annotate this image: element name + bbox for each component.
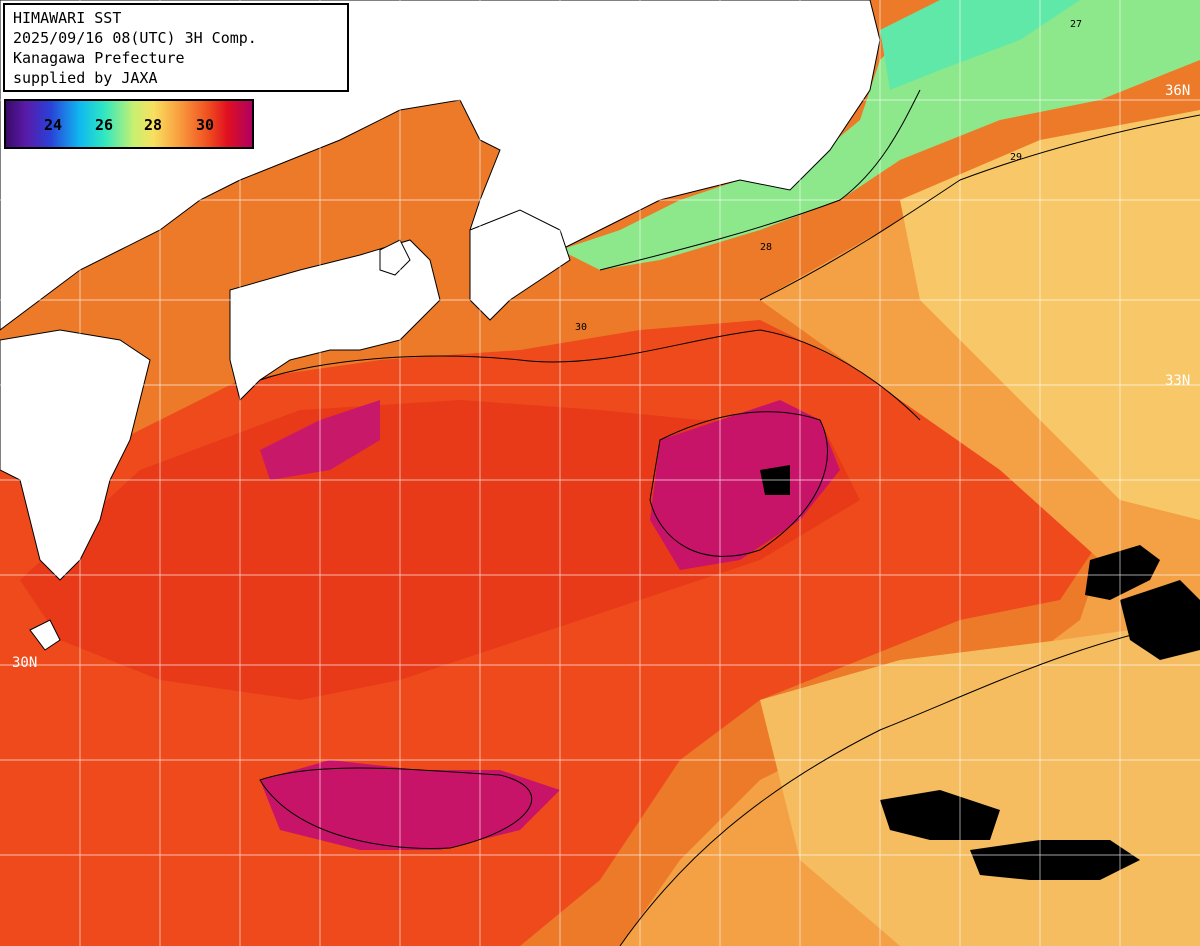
sst-zone-28 bbox=[900, 110, 1200, 520]
sst-contours bbox=[259, 89, 1200, 946]
contour-label-27: 27 bbox=[1070, 19, 1082, 30]
cloud-mask-3 bbox=[880, 790, 1000, 840]
lat-label-33n: 33N bbox=[1165, 373, 1190, 389]
sst-zone-31-b bbox=[260, 760, 560, 850]
sst-zone-30b bbox=[20, 400, 860, 700]
info-title: HIMAWARI SST bbox=[13, 9, 122, 27]
info-datetime: 2025/09/16 08(UTC) 3H Comp. bbox=[13, 29, 257, 47]
cloud-mask-1 bbox=[1085, 545, 1160, 600]
map-info-box: HIMAWARI SST 2025/09/16 08(UTC) 3H Comp.… bbox=[3, 3, 349, 92]
lon-label-135: 135 bbox=[482, 20, 498, 45]
land-island-a bbox=[29, 619, 61, 651]
sst-zone-26 bbox=[880, 0, 1080, 90]
contour-label-30: 30 bbox=[575, 322, 587, 333]
land-kii bbox=[469, 209, 571, 321]
colorbar-tick-24: 24 bbox=[44, 116, 63, 134]
cloud-mask-2 bbox=[1120, 580, 1200, 660]
info-agency: Kanagawa Prefecture bbox=[13, 49, 185, 67]
lat-label-30n: 30N bbox=[12, 655, 37, 671]
info-supplier: supplied by JAXA bbox=[13, 69, 158, 87]
colorbar-tick-28: 28 bbox=[144, 116, 163, 134]
lat-label-36n: 36N bbox=[1165, 83, 1190, 99]
land-kyushu bbox=[0, 329, 151, 581]
land-island-b bbox=[379, 239, 411, 276]
contour-label-28: 28 bbox=[760, 242, 772, 253]
contour-label-29: 29 bbox=[1010, 152, 1022, 163]
sst-colorbar: 24 26 28 30 bbox=[4, 99, 254, 149]
cloud-mask-4 bbox=[970, 840, 1140, 880]
colorbar-tick-30: 30 bbox=[196, 116, 215, 134]
colorbar-tick-26: 26 bbox=[95, 116, 114, 134]
sst-zone-31-a bbox=[650, 400, 840, 570]
